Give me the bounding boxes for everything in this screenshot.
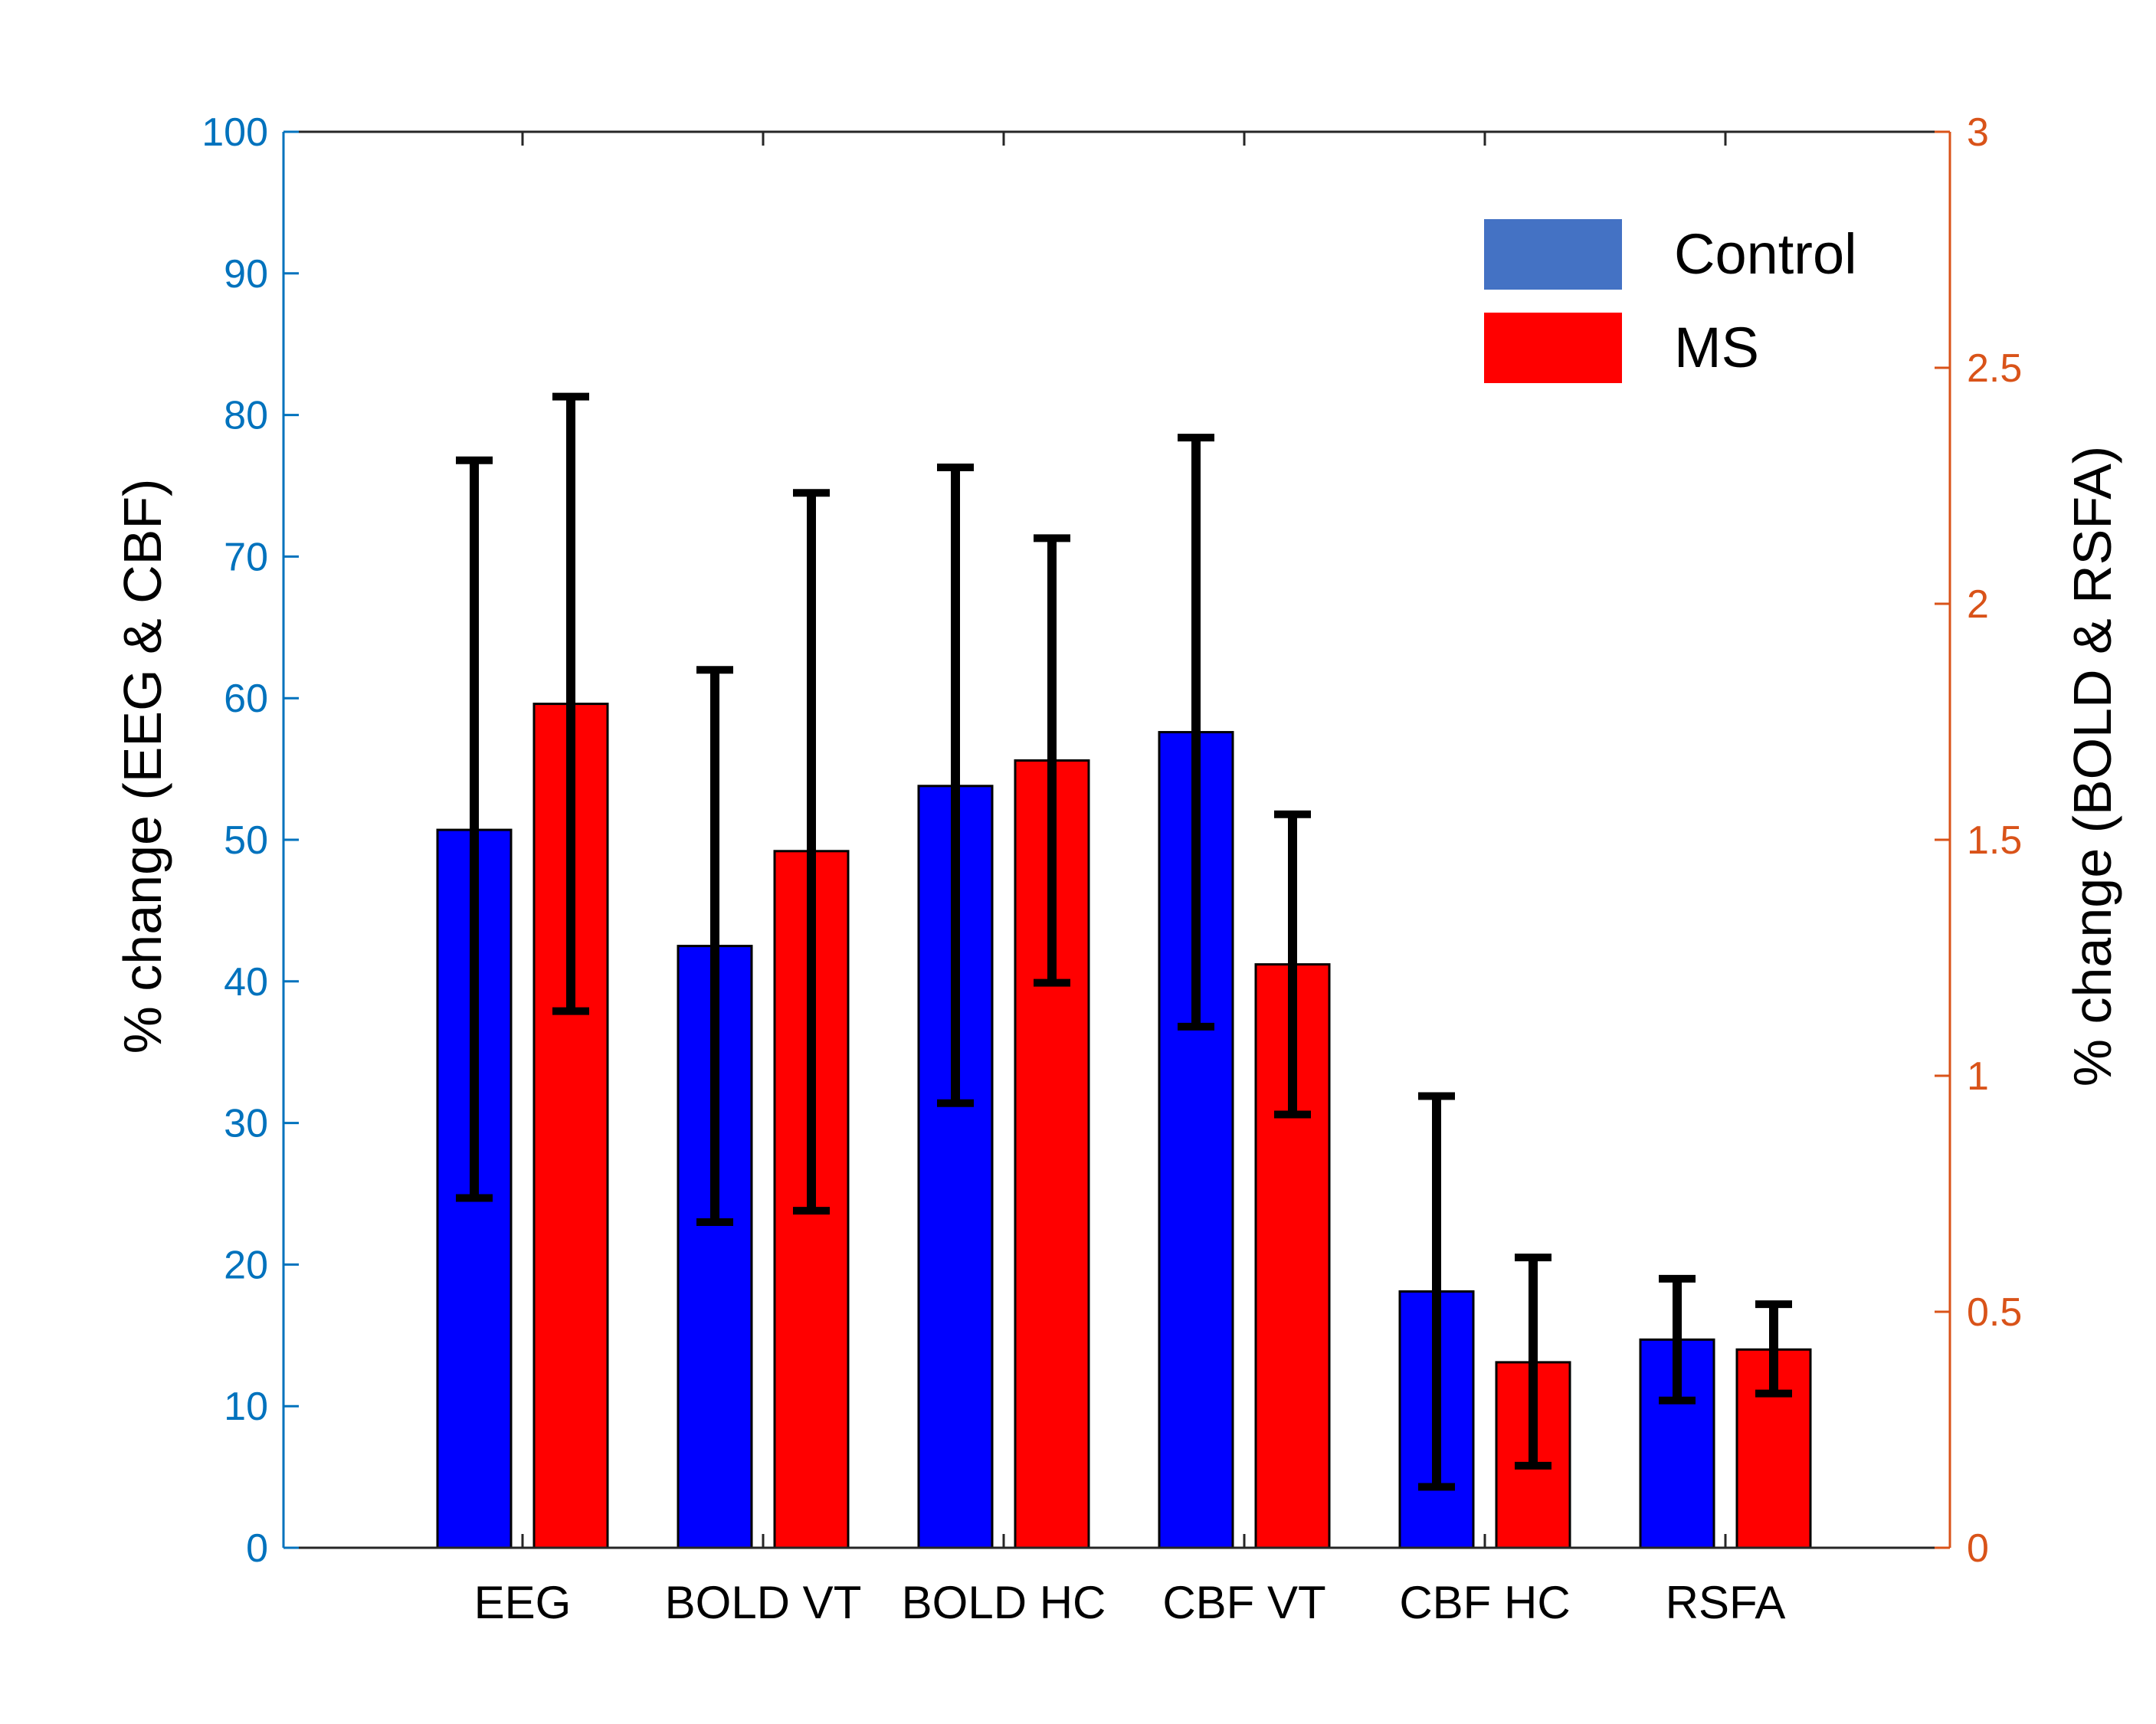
left-tick-label: 90 xyxy=(224,252,268,297)
x-tick-label: BOLD VT xyxy=(665,1577,862,1628)
error-bars-group xyxy=(456,392,1792,1491)
error-bar-ms-bold-vt xyxy=(793,489,830,1215)
left-tick-label: 70 xyxy=(224,535,268,579)
legend-label-control: Control xyxy=(1674,222,1857,286)
left-tick-label: 100 xyxy=(202,110,268,155)
left-tick-label: 20 xyxy=(224,1243,268,1287)
right-tick-label: 0 xyxy=(1967,1526,1989,1571)
left-tick-label: 30 xyxy=(224,1102,268,1146)
error-bar-ms-cbf-hc xyxy=(1515,1254,1551,1470)
x-tick-label: BOLD HC xyxy=(902,1577,1106,1628)
error-bar-ms-eeg xyxy=(552,392,589,1015)
error-bar-ms-bold-hc xyxy=(1034,534,1070,987)
right-tick-label: 1 xyxy=(1967,1054,1989,1099)
error-bar-control-bold-hc xyxy=(937,463,974,1107)
legend-swatch-ms xyxy=(1484,313,1622,383)
error-bar-control-bold-vt xyxy=(696,666,733,1226)
right-tick-label: 1.5 xyxy=(1967,818,2022,863)
error-bar-ms-rsfa xyxy=(1755,1300,1792,1398)
x-tick-label: EEG xyxy=(474,1577,572,1628)
error-bar-ms-cbf-vt xyxy=(1274,810,1311,1119)
legend-label-ms: MS xyxy=(1674,316,1759,379)
error-bar-control-cbf-hc xyxy=(1418,1092,1455,1491)
right-axis-label: % change (BOLD & RSFA) xyxy=(2063,446,2122,1087)
left-tick-label: 80 xyxy=(224,394,268,438)
x-tick-label: CBF VT xyxy=(1162,1577,1325,1628)
right-tick-label: 3 xyxy=(1967,110,1989,155)
labels-group: % change (EEG & CBF) % change (BOLD & RS… xyxy=(113,446,2122,1087)
left-axis-label: % change (EEG & CBF) xyxy=(113,479,172,1054)
left-tick-label: 50 xyxy=(224,818,268,863)
right-tick-label: 0.5 xyxy=(1967,1290,2022,1335)
right-tick-label: 2 xyxy=(1967,582,1989,627)
error-bar-control-cbf-vt xyxy=(1178,434,1214,1031)
error-bar-control-eeg xyxy=(456,456,493,1202)
legend-swatch-control xyxy=(1484,219,1622,290)
legend: Control MS xyxy=(1484,219,1857,383)
left-tick-label: 60 xyxy=(224,677,268,721)
ticks-group: EEG BOLD VT BOLD HC CBF VT CBF HC RSFA0102030… xyxy=(202,110,2022,1628)
left-tick-label: 10 xyxy=(224,1385,268,1429)
x-tick-label: CBF HC xyxy=(1399,1577,1570,1628)
left-tick-label: 40 xyxy=(224,960,268,1005)
x-tick-label: RSFA xyxy=(1666,1577,1786,1628)
error-bar-control-rsfa xyxy=(1659,1274,1696,1404)
left-tick-label: 0 xyxy=(246,1526,268,1571)
right-tick-label: 2.5 xyxy=(1967,346,2022,391)
